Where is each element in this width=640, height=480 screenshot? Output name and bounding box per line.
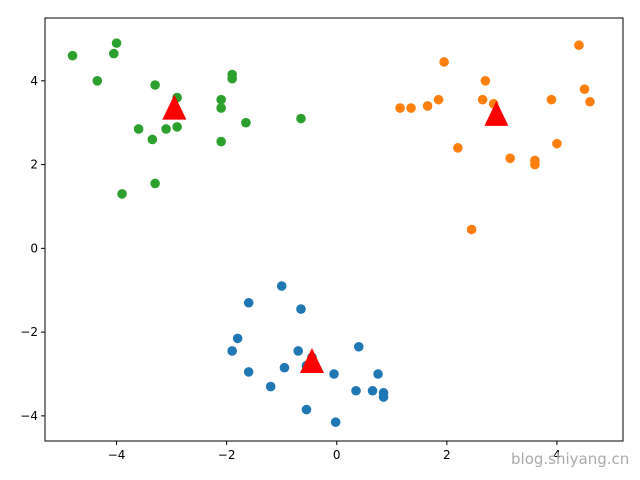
axes-frame bbox=[44, 17, 624, 442]
series-2-point-18 bbox=[296, 113, 306, 124]
series-0-point-19 bbox=[330, 417, 341, 427]
series-1-point-1 bbox=[406, 103, 416, 113]
series-1-point-17 bbox=[585, 96, 595, 107]
series-1-point-5 bbox=[453, 143, 463, 153]
series-2-point-5 bbox=[133, 124, 144, 134]
series-2-point-13 bbox=[216, 103, 226, 113]
series-2-point-7 bbox=[150, 80, 160, 90]
series-0-point-4 bbox=[227, 346, 237, 356]
centroid-marker-0 bbox=[299, 348, 324, 374]
series-0-point-8 bbox=[293, 346, 304, 356]
series-2-point-8 bbox=[150, 178, 160, 189]
y-tick-label-1: −2 bbox=[20, 325, 38, 339]
series-2-point-2 bbox=[111, 38, 122, 48]
watermark: blog.shiyang.cn bbox=[511, 450, 630, 468]
series-2-point-4 bbox=[117, 189, 127, 199]
centroid-marker-1 bbox=[484, 100, 509, 126]
series-1-point-12 bbox=[530, 155, 540, 166]
series-1-point-15 bbox=[574, 40, 584, 51]
series-1-point-3 bbox=[433, 94, 444, 105]
series-0-point-13 bbox=[353, 341, 364, 352]
series-0-point-7 bbox=[279, 362, 290, 373]
series-0-point-12 bbox=[329, 369, 339, 379]
series-2-point-3 bbox=[109, 48, 119, 59]
series-0-point-18 bbox=[378, 392, 389, 402]
series-2-point-10 bbox=[172, 122, 182, 132]
series-1-point-0 bbox=[395, 103, 405, 113]
data-points bbox=[67, 38, 595, 427]
series-1-point-6 bbox=[466, 224, 477, 235]
series-0-point-0 bbox=[276, 281, 287, 291]
x-tick-label-3: 2 bbox=[443, 448, 451, 462]
series-0-point-11 bbox=[301, 404, 312, 415]
series-2-point-12 bbox=[216, 94, 226, 105]
centroid-marker-2 bbox=[162, 94, 187, 120]
series-0-point-14 bbox=[373, 369, 383, 379]
y-tick-label-3: 2 bbox=[30, 158, 38, 172]
series-1-point-14 bbox=[552, 138, 562, 149]
y-tick-label-2: 0 bbox=[30, 241, 38, 255]
x-tick-label-4: 4 bbox=[553, 448, 561, 462]
series-2-point-14 bbox=[216, 136, 226, 147]
series-2-point-9 bbox=[161, 124, 171, 134]
x-axis-ticks: −4 −2 0 2 4 bbox=[108, 441, 561, 462]
series-0-point-15 bbox=[351, 385, 361, 396]
x-tick-label-2: 0 bbox=[333, 448, 341, 462]
series-2-point-16 bbox=[227, 73, 237, 84]
x-tick-label-1: −2 bbox=[218, 448, 236, 462]
series-1-point-16 bbox=[579, 84, 590, 94]
series-2-point-17 bbox=[241, 117, 251, 128]
series-1-point-8 bbox=[480, 76, 491, 86]
y-tick-label-4: 4 bbox=[30, 74, 38, 88]
series-2-point-6 bbox=[147, 134, 158, 145]
series-1-point-2 bbox=[422, 101, 433, 111]
series-0-point-3 bbox=[232, 333, 243, 344]
series-0-point-6 bbox=[265, 381, 276, 392]
series-1-point-4 bbox=[439, 57, 449, 67]
series-0-point-1 bbox=[296, 304, 306, 314]
series-1-point-13 bbox=[546, 94, 557, 105]
series-0-point-2 bbox=[243, 297, 254, 308]
series-2-point-1 bbox=[92, 76, 103, 86]
series-2-point-0 bbox=[67, 50, 78, 61]
series-0-point-16 bbox=[367, 385, 378, 396]
series-1-point-7 bbox=[477, 94, 488, 105]
series-0-point-5 bbox=[243, 367, 254, 377]
x-tick-label-0: −4 bbox=[108, 448, 126, 462]
y-axis-ticks: −4 −2 0 2 4 bbox=[20, 74, 45, 423]
y-tick-label-0: −4 bbox=[20, 409, 38, 423]
series-1-point-10 bbox=[505, 153, 515, 164]
